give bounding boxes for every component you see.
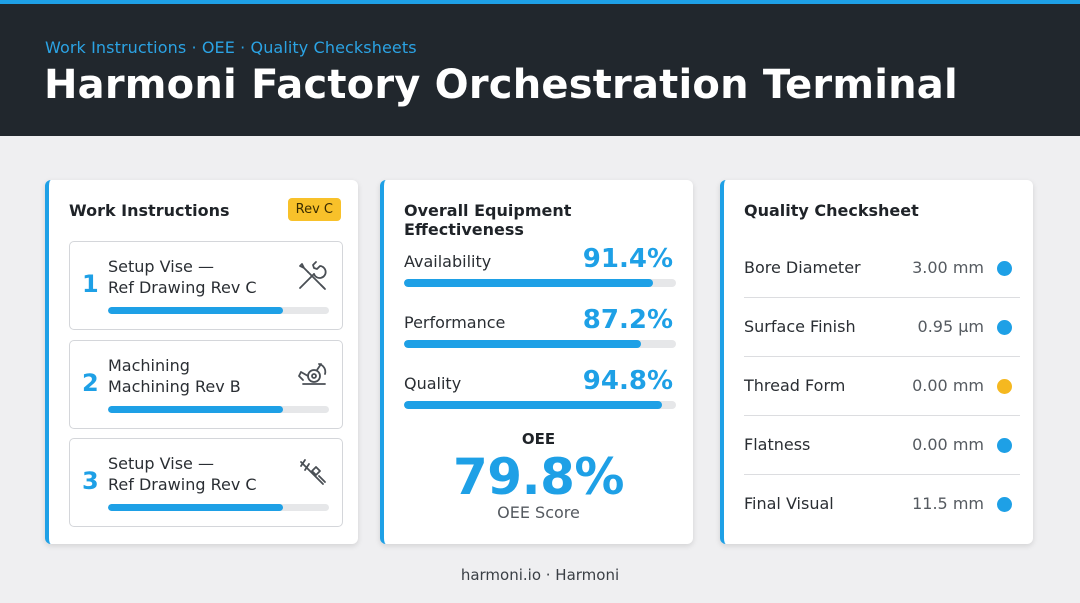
oee-score-title: OEE — [521, 430, 556, 448]
checksheet-row-surface-finish[interactable]: Surface Finish 0.95 µm — [744, 298, 1020, 357]
machining-tool-icon — [294, 357, 330, 393]
performance-value: 87.2% — [582, 305, 673, 335]
step-title: Setup Vise — — [108, 454, 214, 473]
top-accent-bar — [0, 0, 1080, 4]
step-progress-bar — [108, 504, 329, 511]
step-reference: Machining Rev B — [108, 377, 241, 396]
check-label: Surface Finish — [744, 317, 856, 336]
step-reference: Ref Drawing Rev C — [108, 278, 257, 297]
status-dot-icon — [997, 261, 1012, 276]
availability-value: 91.4% — [582, 244, 673, 274]
page-header: Work Instructions · OEE · Quality Checks… — [0, 4, 1080, 136]
quality-checksheet-card: Quality Checksheet Bore Diameter 3.00 mm… — [720, 180, 1033, 544]
check-label: Thread Form — [744, 376, 846, 395]
oee-card-title: Overall Equipment Effectiveness — [404, 201, 572, 239]
oee-score-value: 79.8% — [453, 448, 624, 506]
work-instructions-card: Work Instructions Rev C 1 Setup Vise — R… — [45, 180, 358, 544]
checksheet-row-thread-form[interactable]: Thread Form 0.00 mm — [744, 357, 1020, 416]
step-progress-bar — [108, 307, 329, 314]
work-instructions-title: Work Instructions — [69, 201, 230, 220]
breadcrumb[interactable]: Work Instructions · OEE · Quality Checks… — [45, 38, 417, 57]
step-number: 1 — [82, 270, 99, 298]
quality-checksheet-title: Quality Checksheet — [744, 201, 919, 220]
oee-card: Overall Equipment Effectiveness Availabi… — [380, 180, 693, 544]
check-value: 11.5 mm — [912, 494, 984, 513]
check-label: Final Visual — [744, 494, 834, 513]
page-title: Harmoni Factory Orchestration Terminal — [44, 62, 958, 108]
caliper-icon — [294, 455, 330, 491]
checksheet-row-bore-diameter[interactable]: Bore Diameter 3.00 mm — [744, 239, 1020, 298]
status-dot-icon — [997, 320, 1012, 335]
revision-badge: Rev C — [287, 198, 341, 221]
performance-label: Performance — [404, 313, 506, 332]
availability-bar — [404, 279, 676, 287]
status-dot-icon — [997, 438, 1012, 453]
instruction-step-2[interactable]: 2 Machining Machining Rev B — [69, 340, 343, 429]
quality-value: 94.8% — [582, 366, 673, 396]
availability-label: Availability — [404, 252, 492, 271]
quality-label: Quality — [404, 374, 462, 393]
step-number: 3 — [82, 467, 99, 495]
step-title: Machining — [108, 356, 190, 375]
wrench-screwdriver-icon — [294, 258, 330, 294]
check-value: 0.95 µm — [917, 317, 984, 336]
checksheet-row-final-visual[interactable]: Final Visual 11.5 mm — [744, 475, 1020, 534]
step-reference: Ref Drawing Rev C — [108, 475, 257, 494]
status-dot-icon — [997, 379, 1012, 394]
checksheet-row-flatness[interactable]: Flatness 0.00 mm — [744, 416, 1020, 475]
check-value: 3.00 mm — [912, 258, 984, 277]
check-label: Flatness — [744, 435, 811, 454]
check-label: Bore Diameter — [744, 258, 861, 277]
step-number: 2 — [82, 369, 99, 397]
instruction-step-3[interactable]: 3 Setup Vise — Ref Drawing Rev C — [69, 438, 343, 527]
step-progress-bar — [108, 406, 329, 413]
quality-bar — [404, 401, 676, 409]
step-title: Setup Vise — — [108, 257, 214, 276]
check-value: 0.00 mm — [912, 435, 984, 454]
oee-score-caption: OEE Score — [497, 503, 580, 522]
check-value: 0.00 mm — [912, 376, 984, 395]
performance-bar — [404, 340, 676, 348]
instruction-step-1[interactable]: 1 Setup Vise — Ref Drawing Rev C — [69, 241, 343, 330]
status-dot-icon — [997, 497, 1012, 512]
footer-text[interactable]: harmoni.io · Harmoni — [460, 566, 620, 584]
